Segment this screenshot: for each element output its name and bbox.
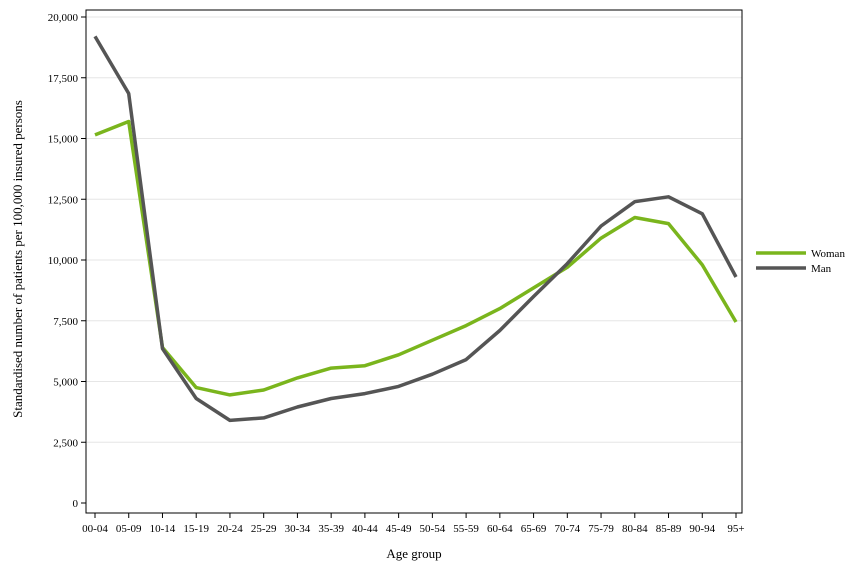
y-tick-label: 2,500 [53,437,78,449]
plot-frame [85,9,743,514]
series-line-woman [94,119,738,397]
y-axis: 0 2,500 5,000 7,500 10,000 12,500 15,000 17,500… [48,12,86,510]
y-tick-label: 10,000 [48,255,79,267]
x-tick-label: 90-94 [689,523,715,535]
x-axis-title: Age group [386,546,441,561]
x-tick-label: 70-74 [554,523,580,535]
x-tick-label: 25-29 [251,523,277,535]
x-tick-label: 50-54 [420,523,446,535]
series-lines [93,35,738,423]
x-tick-label: 45-49 [386,523,412,535]
x-tick-label: 65-69 [521,523,547,535]
x-tick-label: 05-09 [116,523,142,535]
x-tick-label: 20-24 [217,523,243,535]
x-tick-label: 40-44 [352,523,378,535]
y-tick-label: 15,000 [48,134,79,146]
y-tick-label: 5,000 [53,377,78,389]
x-tick-label: 75-79 [588,523,614,535]
legend: Woman Man [756,248,845,275]
x-tick-label: 35-39 [318,523,344,535]
y-tick-label: 0 [73,498,79,510]
y-axis-title: Standardised number of patients per 100,… [10,100,25,418]
x-tick-label: 15-19 [183,523,209,535]
x-tick-label: 30-34 [285,523,311,535]
y-tick-label: 7,500 [53,316,78,328]
gridlines [86,16,742,443]
x-tick-label: 95+ [727,523,744,535]
x-tick-label: 55-59 [453,523,479,535]
legend-label-man: Man [811,263,832,275]
x-axis: 00-04 05-09 10-14 15-19 20-24 25-29 30-34 35-39… [82,513,745,535]
x-tick-label: 80-84 [622,523,648,535]
series-line-man [93,35,738,423]
y-tick-label: 12,500 [48,194,79,206]
x-tick-label: 60-64 [487,523,513,535]
x-tick-label: 10-14 [150,523,176,535]
y-tick-label: 20,000 [48,12,79,24]
x-tick-label: 00-04 [82,523,108,535]
legend-label-woman: Woman [811,248,845,260]
x-tick-label: 85-89 [656,523,682,535]
y-tick-label: 17,500 [48,73,79,85]
